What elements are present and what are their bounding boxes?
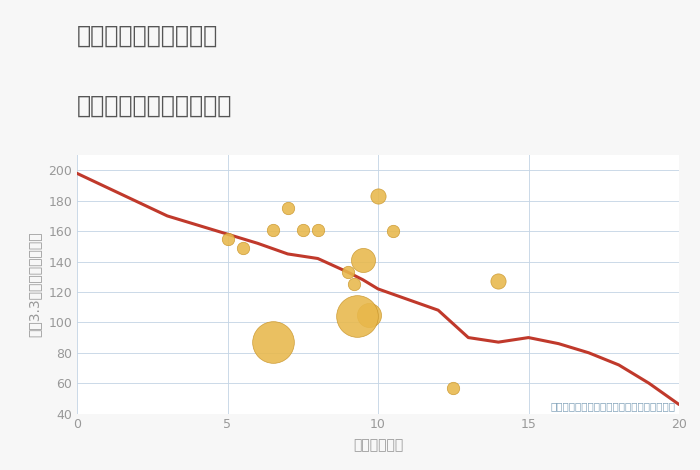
Point <box>357 256 368 264</box>
Point <box>363 311 374 319</box>
Text: 円の大きさは、取引のあった物件面積を示す: 円の大きさは、取引のあった物件面積を示す <box>551 401 676 411</box>
Y-axis label: 坪（3.3㎡）単価（万円）: 坪（3.3㎡）単価（万円） <box>27 232 41 337</box>
Text: 駅距離別中古戸建て価格: 駅距離別中古戸建て価格 <box>77 94 232 118</box>
Point <box>282 204 293 212</box>
X-axis label: 駅距離（分）: 駅距離（分） <box>353 439 403 453</box>
Point <box>297 226 308 234</box>
Point <box>349 281 360 288</box>
Point <box>222 235 233 243</box>
Point <box>342 268 354 276</box>
Point <box>388 227 399 235</box>
Point <box>312 226 323 234</box>
Point <box>493 278 504 285</box>
Point <box>448 384 459 392</box>
Point <box>267 226 278 234</box>
Point <box>267 338 278 346</box>
Point <box>351 313 363 320</box>
Text: 兵庫県西宮市天道町の: 兵庫県西宮市天道町の <box>77 24 218 47</box>
Point <box>372 192 384 200</box>
Point <box>237 244 248 251</box>
